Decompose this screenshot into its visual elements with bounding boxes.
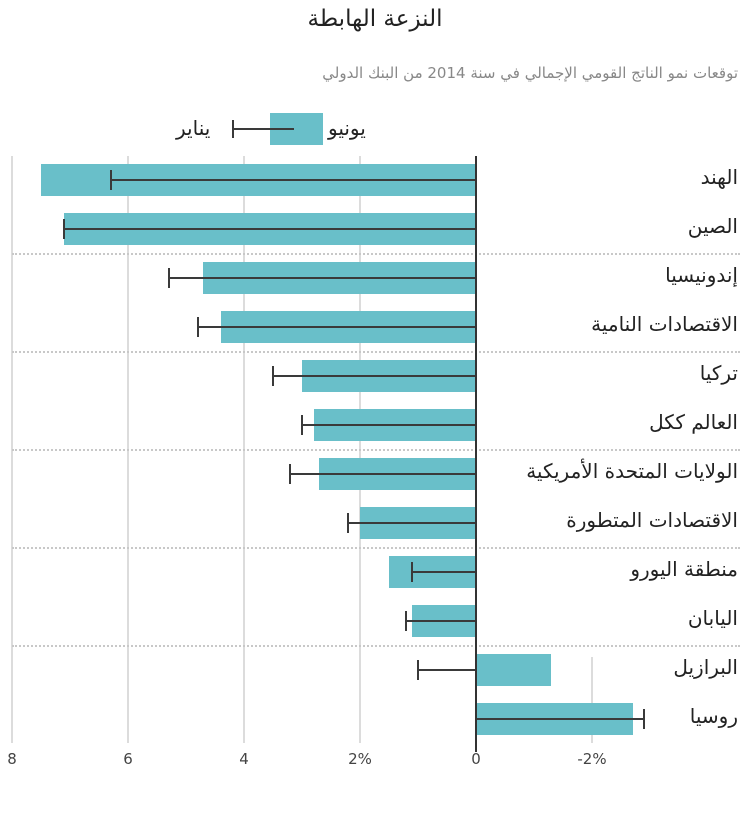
category-label: إندونيسيا (665, 263, 738, 287)
legend-january-label: يناير (176, 116, 211, 140)
whisker-cap (196, 317, 199, 337)
whisker-cap (347, 513, 350, 533)
row-separator (12, 252, 740, 255)
category-label: منطقة اليورو (630, 557, 738, 581)
x-tick-label: -2% (577, 750, 607, 768)
legend-january-whisker (232, 128, 294, 130)
category-label: تركيا (699, 361, 738, 385)
x-tick-label: 2% (348, 750, 372, 768)
whisker-cap (63, 219, 66, 239)
whisker-january (168, 277, 476, 279)
legend-january-cap (232, 120, 234, 138)
whisker-january (290, 473, 476, 475)
category-label: روسيا (689, 704, 738, 728)
whisker-cap (289, 464, 292, 484)
x-tick-label: 6 (123, 750, 133, 768)
whisker-january (348, 522, 476, 524)
whisker-cap (643, 709, 646, 729)
chart-subtitle: توقعات نمو الناتج القومي الإجمالي في سنة… (322, 64, 738, 82)
x-tick-label: 4 (239, 750, 249, 768)
whisker-cap (411, 562, 414, 582)
whisker-cap (405, 611, 408, 631)
whisker-cap (417, 660, 419, 680)
row-separator (12, 448, 740, 451)
whisker-cap (301, 415, 303, 435)
category-label: اليابان (687, 606, 738, 630)
bar-june (476, 654, 552, 686)
x-tick-label: 0 (471, 750, 481, 768)
category-label: الهند (700, 165, 738, 189)
whisker-cap (272, 366, 274, 386)
category-label: البرازيل (673, 655, 738, 679)
category-label: الاقتصادات النامية (591, 312, 738, 336)
row-separator (12, 546, 740, 549)
row-separator (12, 644, 740, 647)
whisker-january (476, 718, 645, 720)
row-separator (12, 350, 740, 353)
whisker-january (64, 228, 476, 230)
category-label: الاقتصادات المتطورة (566, 508, 738, 532)
zero-axis-line (475, 156, 477, 752)
whisker-cap (109, 170, 112, 190)
legend-june-label: يونيو (328, 116, 366, 140)
category-label: الصين (687, 214, 738, 238)
whisker-january (110, 179, 476, 181)
whisker-january (273, 375, 476, 377)
whisker-january (197, 326, 476, 328)
gridline (591, 657, 593, 743)
category-label: الولايات المتحدة الأمريكية (526, 459, 738, 483)
chart-title: النزعة الهابطة (307, 6, 443, 32)
whisker-january (418, 669, 476, 671)
whisker-january (302, 424, 476, 426)
x-tick-label: 8 (7, 750, 17, 768)
category-label: العالم ككل (649, 410, 738, 434)
whisker-january (412, 571, 476, 573)
whisker-cap (167, 268, 170, 288)
legend: يونيو يناير (170, 112, 400, 148)
whisker-january (406, 620, 476, 622)
